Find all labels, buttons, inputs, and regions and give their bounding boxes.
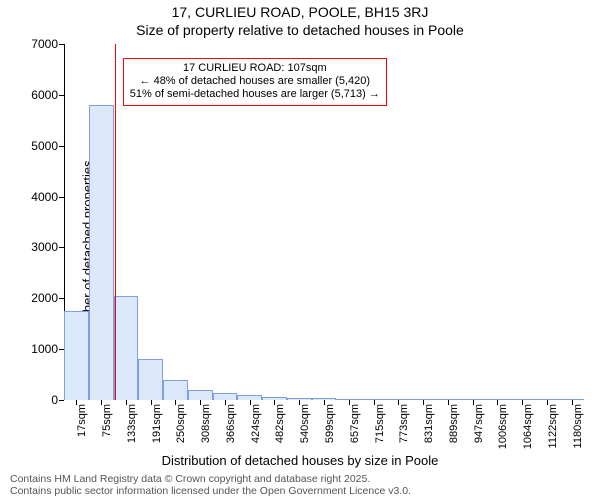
attribution-line-1: Contains HM Land Registry data © Crown c…	[10, 473, 590, 486]
x-tick-label: 947sqm	[473, 404, 485, 443]
x-tick-label: 1180sqm	[572, 404, 584, 448]
chart-title-2: Size of property relative to detached ho…	[0, 22, 600, 38]
x-tick-label: 250sqm	[175, 404, 187, 443]
attribution-line-2: Contains public sector information licen…	[10, 485, 590, 498]
y-tick-mark	[59, 146, 64, 147]
attribution-text: Contains HM Land Registry data © Crown c…	[10, 473, 590, 498]
x-tick-label: 482sqm	[274, 404, 286, 443]
x-tick-label: 1122sqm	[547, 404, 559, 448]
x-tick-label: 889sqm	[448, 404, 460, 443]
histogram-bar	[89, 105, 114, 400]
y-tick-label: 7000	[31, 37, 58, 51]
annotation-line: 51% of semi-detached houses are larger (…	[130, 88, 380, 101]
annotation-line: ← 48% of detached houses are smaller (5,…	[130, 75, 380, 88]
y-tick-label: 5000	[31, 139, 58, 153]
x-tick-label: 308sqm	[200, 404, 212, 443]
y-tick-label: 0	[51, 393, 58, 407]
x-tick-label: 831sqm	[423, 404, 435, 443]
x-tick-label: 540sqm	[299, 404, 311, 443]
y-tick-mark	[59, 298, 64, 299]
histogram-bar	[138, 359, 163, 400]
x-tick-label: 424sqm	[250, 404, 262, 443]
x-tick-label: 366sqm	[225, 404, 237, 443]
y-tick-label: 6000	[31, 88, 58, 102]
x-tick-label: 1006sqm	[497, 404, 509, 449]
histogram-bar	[163, 380, 188, 400]
y-tick-mark	[59, 247, 64, 248]
x-tick-label: 773sqm	[398, 404, 410, 443]
y-tick-label: 2000	[31, 291, 58, 305]
histogram-bar	[213, 393, 238, 400]
y-tick-mark	[59, 44, 64, 45]
x-axis-label: Distribution of detached houses by size …	[0, 453, 600, 468]
x-tick-label: 715sqm	[374, 404, 386, 443]
reference-line	[115, 44, 116, 400]
annotation-box: 17 CURLIEU ROAD: 107sqm← 48% of detached…	[123, 58, 387, 106]
histogram-bar	[64, 311, 89, 400]
y-tick-mark	[59, 95, 64, 96]
x-tick-label: 599sqm	[324, 404, 336, 443]
x-tick-label: 133sqm	[126, 404, 138, 443]
histogram-bar	[114, 296, 139, 400]
x-tick-label: 17sqm	[76, 404, 88, 437]
chart-title-1: 17, CURLIEU ROAD, POOLE, BH15 3RJ	[0, 4, 600, 20]
y-tick-label: 3000	[31, 240, 58, 254]
y-tick-label: 4000	[31, 190, 58, 204]
x-tick-label: 1064sqm	[522, 404, 534, 449]
y-tick-mark	[59, 197, 64, 198]
annotation-line: 17 CURLIEU ROAD: 107sqm	[130, 62, 380, 75]
chart-container: 17, CURLIEU ROAD, POOLE, BH15 3RJ Size o…	[0, 0, 600, 500]
x-tick-label: 657sqm	[349, 404, 361, 443]
y-tick-mark	[59, 400, 64, 401]
x-tick-label: 75sqm	[101, 404, 113, 437]
histogram-bar	[188, 390, 213, 400]
x-tick-label: 191sqm	[151, 404, 163, 443]
y-tick-label: 1000	[31, 342, 58, 356]
plot-area: 0100020003000400050006000700017sqm75sqm1…	[64, 44, 584, 400]
